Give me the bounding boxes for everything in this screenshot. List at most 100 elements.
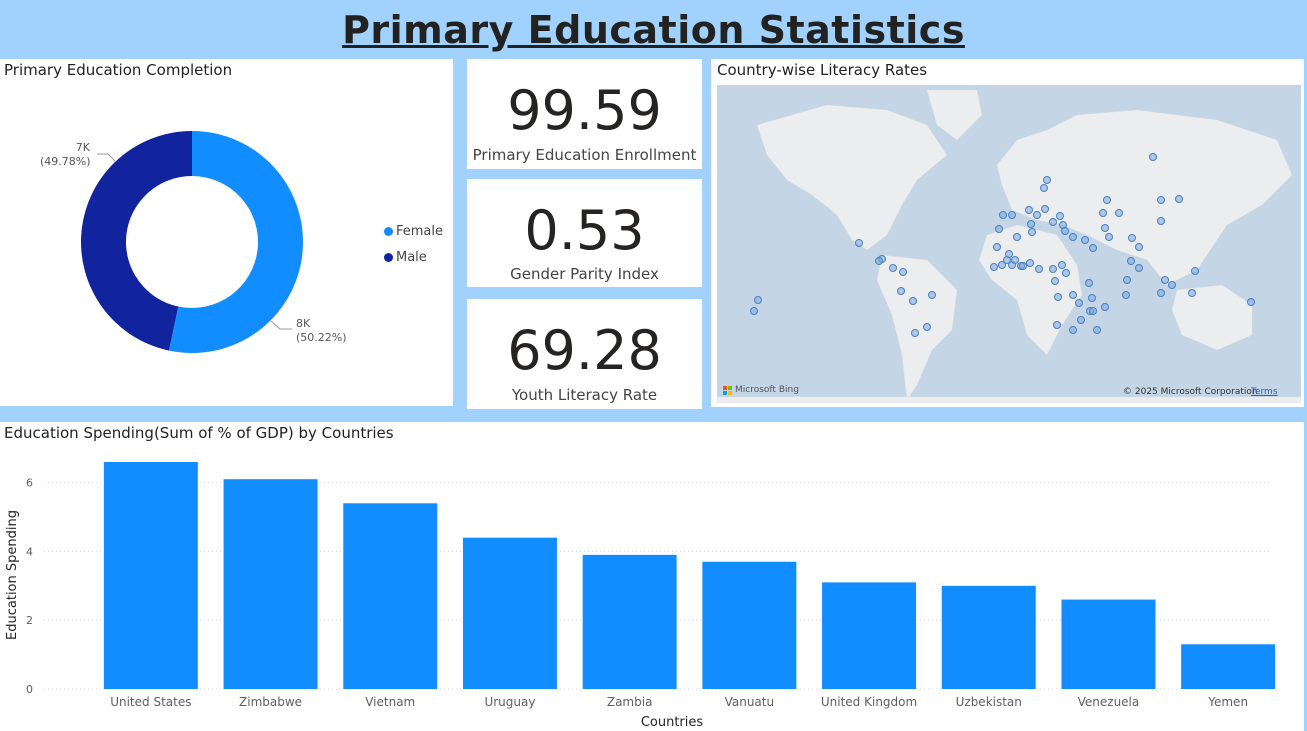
map-point[interactable]	[897, 287, 905, 295]
map-point[interactable]	[998, 261, 1006, 269]
map-points[interactable]	[750, 153, 1255, 337]
map-point[interactable]	[1040, 184, 1048, 192]
map-point[interactable]	[911, 329, 919, 337]
map-point[interactable]	[1105, 233, 1113, 241]
map-point[interactable]	[1123, 276, 1131, 284]
map-point[interactable]	[909, 297, 917, 305]
bar-yemen[interactable]	[1181, 644, 1276, 689]
donut-chart[interactable]	[0, 59, 453, 406]
map-point[interactable]	[754, 296, 762, 304]
map-point[interactable]	[1051, 277, 1059, 285]
map-point[interactable]	[1062, 269, 1070, 277]
map-point[interactable]	[1089, 244, 1097, 252]
bar-y-axis-title: Education Spending	[5, 510, 20, 640]
map-point[interactable]	[1025, 206, 1033, 214]
map-point[interactable]	[1175, 195, 1183, 203]
map-point[interactable]	[1168, 281, 1176, 289]
map-point[interactable]	[1011, 256, 1019, 264]
donut-panel[interactable]: Primary Education Completion 7K (49.78%)…	[0, 59, 453, 406]
kpi-card-youth-literacy[interactable]: 69.28 Youth Literacy Rate	[467, 299, 702, 409]
map-point[interactable]	[1157, 217, 1165, 225]
bar-zimbabwe[interactable]	[223, 479, 318, 689]
map-point[interactable]	[1191, 267, 1199, 275]
map-point[interactable]	[1149, 153, 1157, 161]
map-point[interactable]	[1069, 233, 1077, 241]
map-point[interactable]	[1027, 220, 1035, 228]
map-point[interactable]	[1019, 262, 1027, 270]
donut-slice-male[interactable]	[80, 131, 192, 351]
map-point[interactable]	[1053, 321, 1061, 329]
bar-chart[interactable]: 0 2 4 6 United States Zimbabwe Vietnam Uruguay…	[0, 422, 1304, 731]
map-point[interactable]	[1058, 261, 1066, 269]
map-point[interactable]	[1035, 265, 1043, 273]
map-point[interactable]	[1056, 212, 1064, 220]
map-point[interactable]	[1101, 303, 1109, 311]
map-point[interactable]	[1247, 298, 1255, 306]
map-point[interactable]	[1135, 264, 1143, 272]
map-point[interactable]	[1089, 307, 1097, 315]
map-point[interactable]	[1157, 196, 1165, 204]
legend-item-female[interactable]: Female	[384, 224, 443, 239]
map-point[interactable]	[1041, 205, 1049, 213]
map-point[interactable]	[1157, 289, 1165, 297]
bar-series[interactable]	[103, 462, 1276, 689]
map-point[interactable]	[1013, 233, 1021, 241]
map-point[interactable]	[1122, 291, 1130, 299]
map-point[interactable]	[995, 225, 1003, 233]
map-point[interactable]	[993, 243, 1001, 251]
map-point[interactable]	[923, 323, 931, 331]
bar-united-states[interactable]	[103, 462, 198, 689]
map-point[interactable]	[1085, 279, 1093, 287]
map-point[interactable]	[1069, 291, 1077, 299]
map-point[interactable]	[1049, 265, 1057, 273]
map-point[interactable]	[1026, 259, 1034, 267]
kpi-card-enrollment[interactable]: 99.59 Primary Education Enrollment	[467, 59, 702, 169]
map-point[interactable]	[990, 263, 998, 271]
map-point[interactable]	[1077, 316, 1085, 324]
map-point[interactable]	[1128, 234, 1136, 242]
world-map[interactable]: Microsoft Bing © 2025 Microsoft Corporat…	[717, 85, 1301, 403]
map-point[interactable]	[875, 257, 883, 265]
map-point[interactable]	[928, 291, 936, 299]
bar-venezuela[interactable]	[1061, 599, 1156, 689]
map-point[interactable]	[1028, 228, 1036, 236]
map-point[interactable]	[1033, 211, 1041, 219]
map-panel[interactable]: Country-wise Literacy Rates Microsoft Bi…	[711, 59, 1304, 407]
donut-slice-female[interactable]	[168, 131, 303, 353]
map-point[interactable]	[1093, 326, 1101, 334]
map-point[interactable]	[1188, 289, 1196, 297]
map-point[interactable]	[1135, 243, 1143, 251]
map-point[interactable]	[899, 268, 907, 276]
map-point[interactable]	[1101, 224, 1109, 232]
map-point[interactable]	[1099, 209, 1107, 217]
map-point[interactable]	[1075, 299, 1083, 307]
kpi-card-gender-parity[interactable]: 0.53 Gender Parity Index	[467, 179, 702, 287]
map-canvas[interactable]	[717, 85, 1301, 403]
legend-item-male[interactable]: Male	[384, 250, 427, 265]
map-point[interactable]	[889, 264, 897, 272]
map-terms-link[interactable]: Terms	[1251, 387, 1278, 397]
bar-chart-panel[interactable]: Education Spending(Sum of % of GDP) by C…	[0, 422, 1304, 731]
bar-vietnam[interactable]	[343, 503, 438, 689]
map-point[interactable]	[1081, 236, 1089, 244]
map-point[interactable]	[1127, 257, 1135, 265]
map-point[interactable]	[1005, 250, 1013, 258]
map-point[interactable]	[999, 211, 1007, 219]
map-point[interactable]	[1088, 294, 1096, 302]
map-point[interactable]	[1061, 227, 1069, 235]
bar-united-kingdom[interactable]	[822, 582, 917, 689]
bar-zambia[interactable]	[582, 554, 677, 689]
map-point[interactable]	[1049, 218, 1057, 226]
map-point[interactable]	[1069, 326, 1077, 334]
map-point[interactable]	[1103, 196, 1111, 204]
bar-uzbekistan[interactable]	[941, 585, 1036, 689]
map-point[interactable]	[855, 239, 863, 247]
map-point[interactable]	[750, 307, 758, 315]
map-point[interactable]	[1161, 276, 1169, 284]
bar-vanuatu[interactable]	[702, 561, 797, 689]
map-point[interactable]	[1115, 209, 1123, 217]
map-point[interactable]	[1008, 211, 1016, 219]
bar-uruguay[interactable]	[462, 537, 557, 689]
map-point[interactable]	[1043, 176, 1051, 184]
map-point[interactable]	[1054, 293, 1062, 301]
